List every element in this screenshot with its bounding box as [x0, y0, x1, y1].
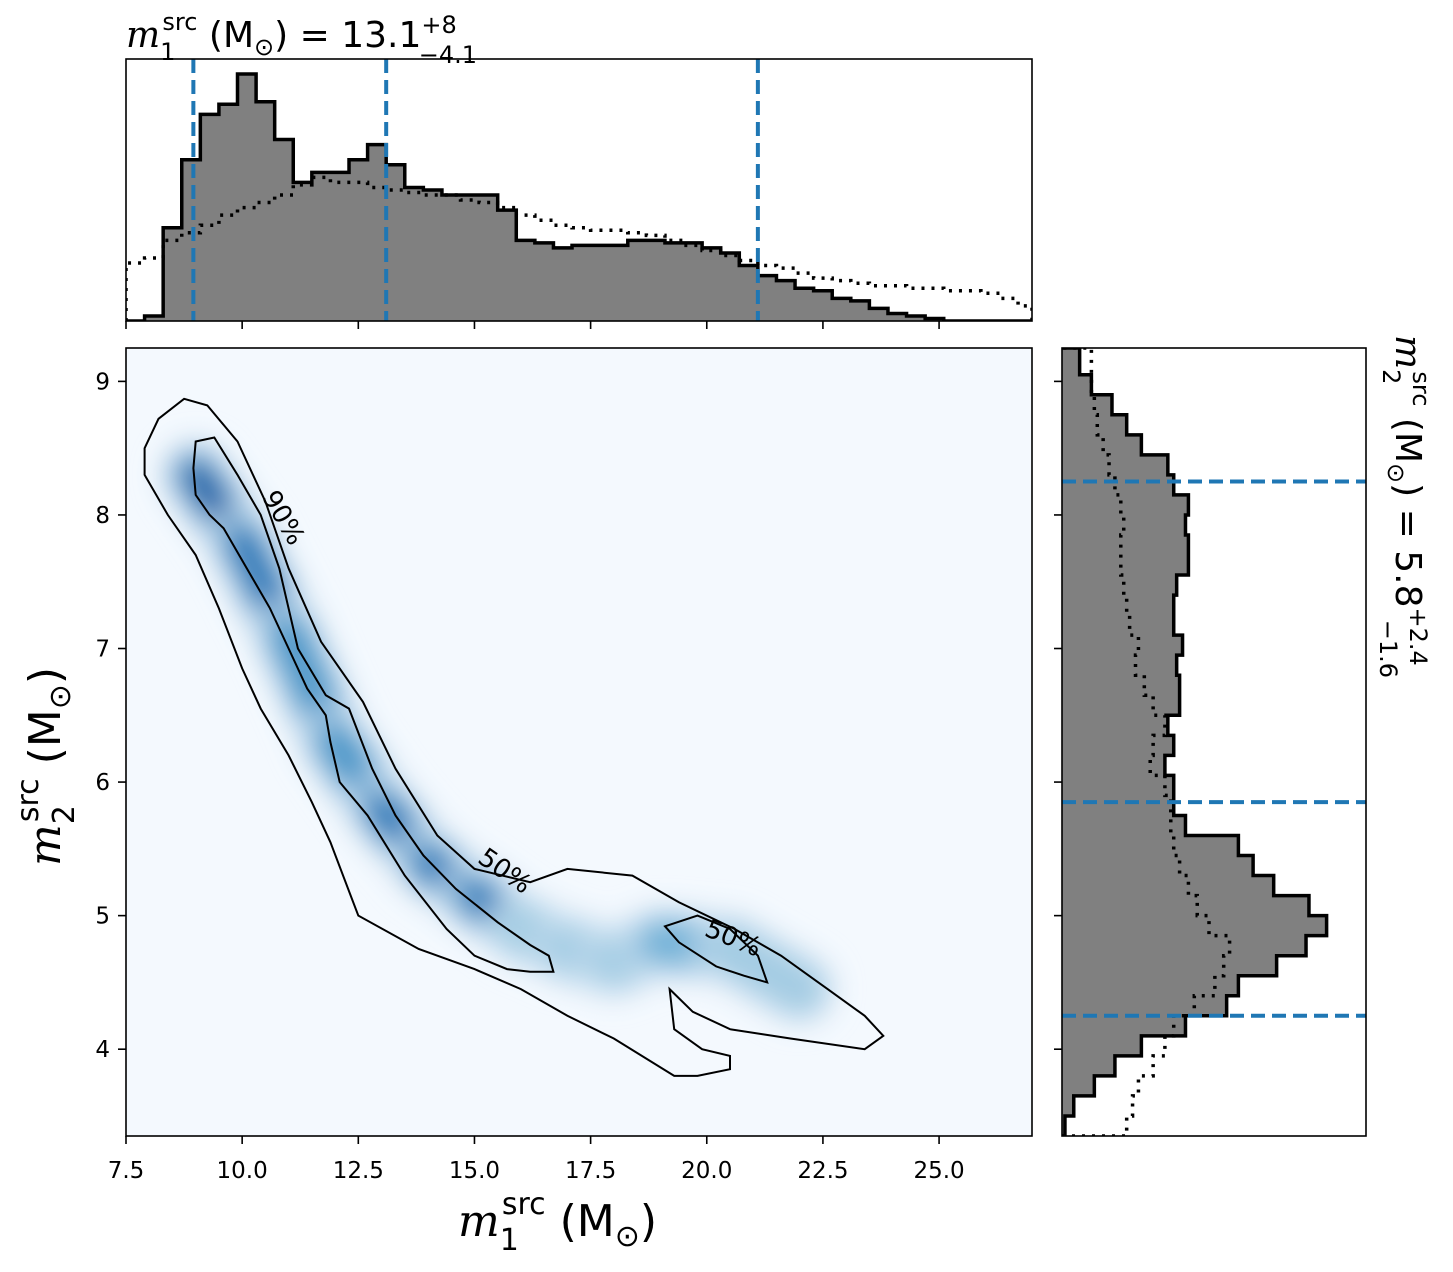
y-tick-label: 7	[95, 637, 110, 663]
x-tick-label: 20.0	[681, 1158, 732, 1184]
y-axis-label: m2src (M⊙)	[11, 667, 82, 866]
m2-marginal-panel	[1054, 347, 1367, 1137]
x-tick-label: 12.5	[333, 1158, 384, 1184]
y-tick-label: 6	[95, 770, 110, 796]
contour-50-1	[192, 436, 555, 973]
x-tick-label: 7.5	[108, 1158, 145, 1184]
contour-90-0	[143, 397, 885, 1077]
m1-marginal-frame	[125, 58, 1033, 322]
contour-50-2	[663, 914, 769, 984]
m2-marginal-ticks	[1054, 380, 1062, 1050]
x-tick-label: 15.0	[449, 1158, 500, 1184]
m1-prior-line	[126, 175, 1032, 321]
m1-histogram	[126, 59, 1032, 321]
x-tick-label: 25.0	[913, 1158, 964, 1184]
m2-marginal-frame	[1061, 347, 1367, 1137]
m1-posterior-fill	[126, 74, 1032, 321]
y-tick-label: 4	[95, 1037, 110, 1063]
joint-axis-ticks: 7.5 10.0 12.5 15.0 17.5 20.0 22.5 25.0 4 5 6 7 8 9	[95, 369, 964, 1184]
m1-marginal-panel	[125, 58, 1033, 329]
m2-prior-line	[1062, 348, 1232, 1136]
m1-marginal-ticks	[125, 321, 940, 329]
m1-summary-title: m1src (M⊙) = 13.1+8 −4.1	[126, 8, 477, 69]
m2-posterior-fill	[1062, 348, 1327, 1136]
heat-segment	[703, 922, 827, 1017]
m2-posterior-outline	[1062, 348, 1329, 1136]
joint-background	[126, 348, 1032, 1136]
m2-summary-title: m2src (M⊙) = 5.8+2.4−1.6	[1374, 335, 1435, 678]
y-tick-label: 9	[95, 369, 110, 395]
y-tick-label: 8	[95, 503, 110, 529]
x-tick-label: 22.5	[797, 1158, 848, 1184]
credible-contours	[143, 397, 885, 1077]
joint-frame	[125, 347, 1033, 1137]
x-tick-label: 10.0	[217, 1158, 268, 1184]
x-axis-label: m1src (M⊙)	[458, 1187, 657, 1258]
x-tick-label: 17.5	[565, 1158, 616, 1184]
m2-histogram	[1062, 348, 1366, 1136]
m1-posterior-outline	[126, 72, 1032, 321]
y-tick-label: 5	[95, 904, 110, 930]
